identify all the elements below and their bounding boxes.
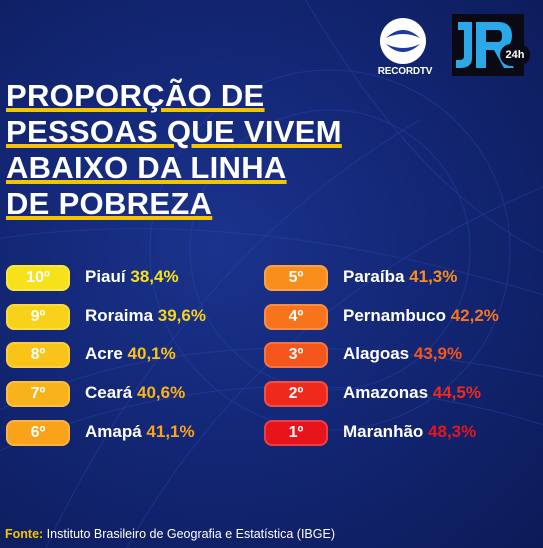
rank-badge: 5º bbox=[264, 265, 328, 291]
state-name: Ceará bbox=[85, 383, 133, 402]
page-title: PROPORÇÃO DE PESSOAS QUE VIVEM ABAIXO DA… bbox=[6, 78, 342, 222]
rank-entry: Alagoas 43,9% bbox=[343, 344, 462, 364]
rank-entry: Amapá 41,1% bbox=[85, 422, 195, 442]
title-line-1: PROPORÇÃO DE bbox=[6, 78, 265, 113]
state-name: Acre bbox=[85, 344, 123, 363]
state-name: Paraíba bbox=[343, 267, 405, 286]
recordtv-emblem-icon bbox=[386, 30, 420, 52]
rank-entry: Amazonas 44,5% bbox=[343, 383, 481, 403]
state-name: Amapá bbox=[85, 422, 142, 441]
rank-badge: 7º bbox=[6, 381, 70, 407]
state-name: Piauí bbox=[85, 267, 126, 286]
rank-badge: 1º bbox=[264, 420, 328, 446]
state-value: 41,1% bbox=[146, 422, 195, 441]
state-value: 41,3% bbox=[409, 267, 458, 286]
rank-badge: 4º bbox=[264, 304, 328, 330]
rank-entry: Piauí 38,4% bbox=[85, 267, 179, 287]
rank-badge: 2º bbox=[264, 381, 328, 407]
jr-logo-box bbox=[452, 14, 524, 76]
state-name: Maranhão bbox=[343, 422, 424, 441]
state-value: 42,2% bbox=[450, 306, 499, 325]
recordtv-wordmark: RECORDTV bbox=[377, 66, 433, 77]
state-value: 44,5% bbox=[432, 383, 481, 402]
state-value: 40,1% bbox=[127, 344, 176, 363]
state-value: 48,3% bbox=[428, 422, 477, 441]
rank-entry: Maranhão 48,3% bbox=[343, 422, 476, 442]
state-name: Roraima bbox=[85, 306, 154, 325]
rank-entry: Acre 40,1% bbox=[85, 344, 176, 364]
rank-badge: 8º bbox=[6, 342, 70, 368]
rank-badge: 10º bbox=[6, 265, 70, 291]
recordtv-emblem bbox=[380, 18, 426, 64]
rank-entry: Ceará 40,6% bbox=[85, 383, 185, 403]
jr-24h-badge: 24h bbox=[500, 44, 530, 66]
rank-entry: Pernambuco 42,2% bbox=[343, 306, 499, 326]
source-label: Fonte: bbox=[5, 527, 44, 541]
rank-badge: 9º bbox=[6, 304, 70, 330]
title-line-2: PESSOAS QUE VIVEM bbox=[6, 114, 342, 149]
state-value: 38,4% bbox=[130, 267, 179, 286]
rank-badge: 3º bbox=[264, 342, 328, 368]
source-note: Fonte: Instituto Brasileiro de Geografia… bbox=[5, 527, 335, 541]
state-value: 43,9% bbox=[413, 344, 463, 363]
state-value: 40,6% bbox=[137, 383, 186, 402]
rank-entry: Roraima 39,6% bbox=[85, 306, 206, 326]
state-name: Alagoas bbox=[343, 344, 410, 363]
state-name: Amazonas bbox=[343, 383, 429, 402]
source-text: Instituto Brasileiro de Geografia e Esta… bbox=[46, 527, 335, 541]
state-value: 39,6% bbox=[157, 306, 206, 325]
title-line-4: DE POBREZA bbox=[6, 186, 213, 221]
jr24h-logo: 24h bbox=[452, 14, 530, 76]
rank-badge: 6º bbox=[6, 420, 70, 446]
title-line-3: ABAIXO DA LINHA bbox=[6, 150, 287, 185]
recordtv-logo: RECORDTV bbox=[372, 18, 436, 82]
state-name: Pernambuco bbox=[343, 306, 446, 325]
rank-entry: Paraíba 41,3% bbox=[343, 267, 457, 287]
